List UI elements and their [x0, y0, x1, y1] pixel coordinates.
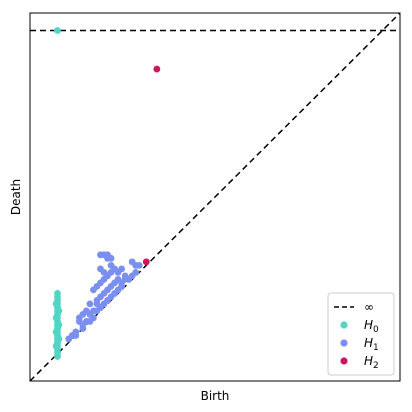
h0-point	[52, 328, 60, 336]
data-points	[52, 27, 161, 360]
h1-point	[72, 332, 80, 339]
legend-marker-swatch	[340, 321, 348, 329]
h1-point	[132, 268, 140, 276]
legend-label: H1	[364, 336, 379, 353]
legend-marker-swatch	[340, 357, 348, 365]
h1-point	[79, 311, 87, 318]
h0-point	[52, 314, 60, 322]
h1-point	[135, 261, 143, 269]
legend-entry: ∞	[334, 300, 374, 314]
h1-point	[128, 258, 136, 266]
h2-point	[153, 65, 161, 73]
h1-point	[118, 265, 126, 273]
h1-point	[104, 251, 111, 259]
legend-label: ∞	[364, 300, 374, 314]
legend-label: H2	[364, 354, 379, 371]
h0-point	[52, 342, 60, 350]
h1-point	[90, 314, 97, 322]
h1-point	[75, 318, 83, 325]
h0-point	[54, 27, 61, 34]
h1-point	[97, 265, 104, 273]
x-axis-label: Birth	[201, 389, 230, 403]
h1-point	[93, 296, 101, 304]
diagonal-line	[29, 12, 401, 382]
h2-point	[142, 258, 150, 266]
h0-point	[52, 300, 60, 308]
legend-entry: H2	[340, 354, 379, 371]
h0-point	[55, 321, 63, 329]
legend-box	[327, 292, 395, 376]
legend-entry: H1	[340, 336, 379, 353]
reference-lines	[29, 12, 401, 382]
y-axis-label: Death	[9, 179, 23, 215]
h0-point	[55, 307, 63, 315]
h0-point	[54, 289, 61, 297]
h1-point	[86, 300, 94, 308]
legend-entry: H0	[340, 318, 379, 335]
legend-label: H0	[364, 318, 379, 335]
h0-point	[55, 335, 63, 343]
legend-marker-swatch	[340, 339, 348, 347]
